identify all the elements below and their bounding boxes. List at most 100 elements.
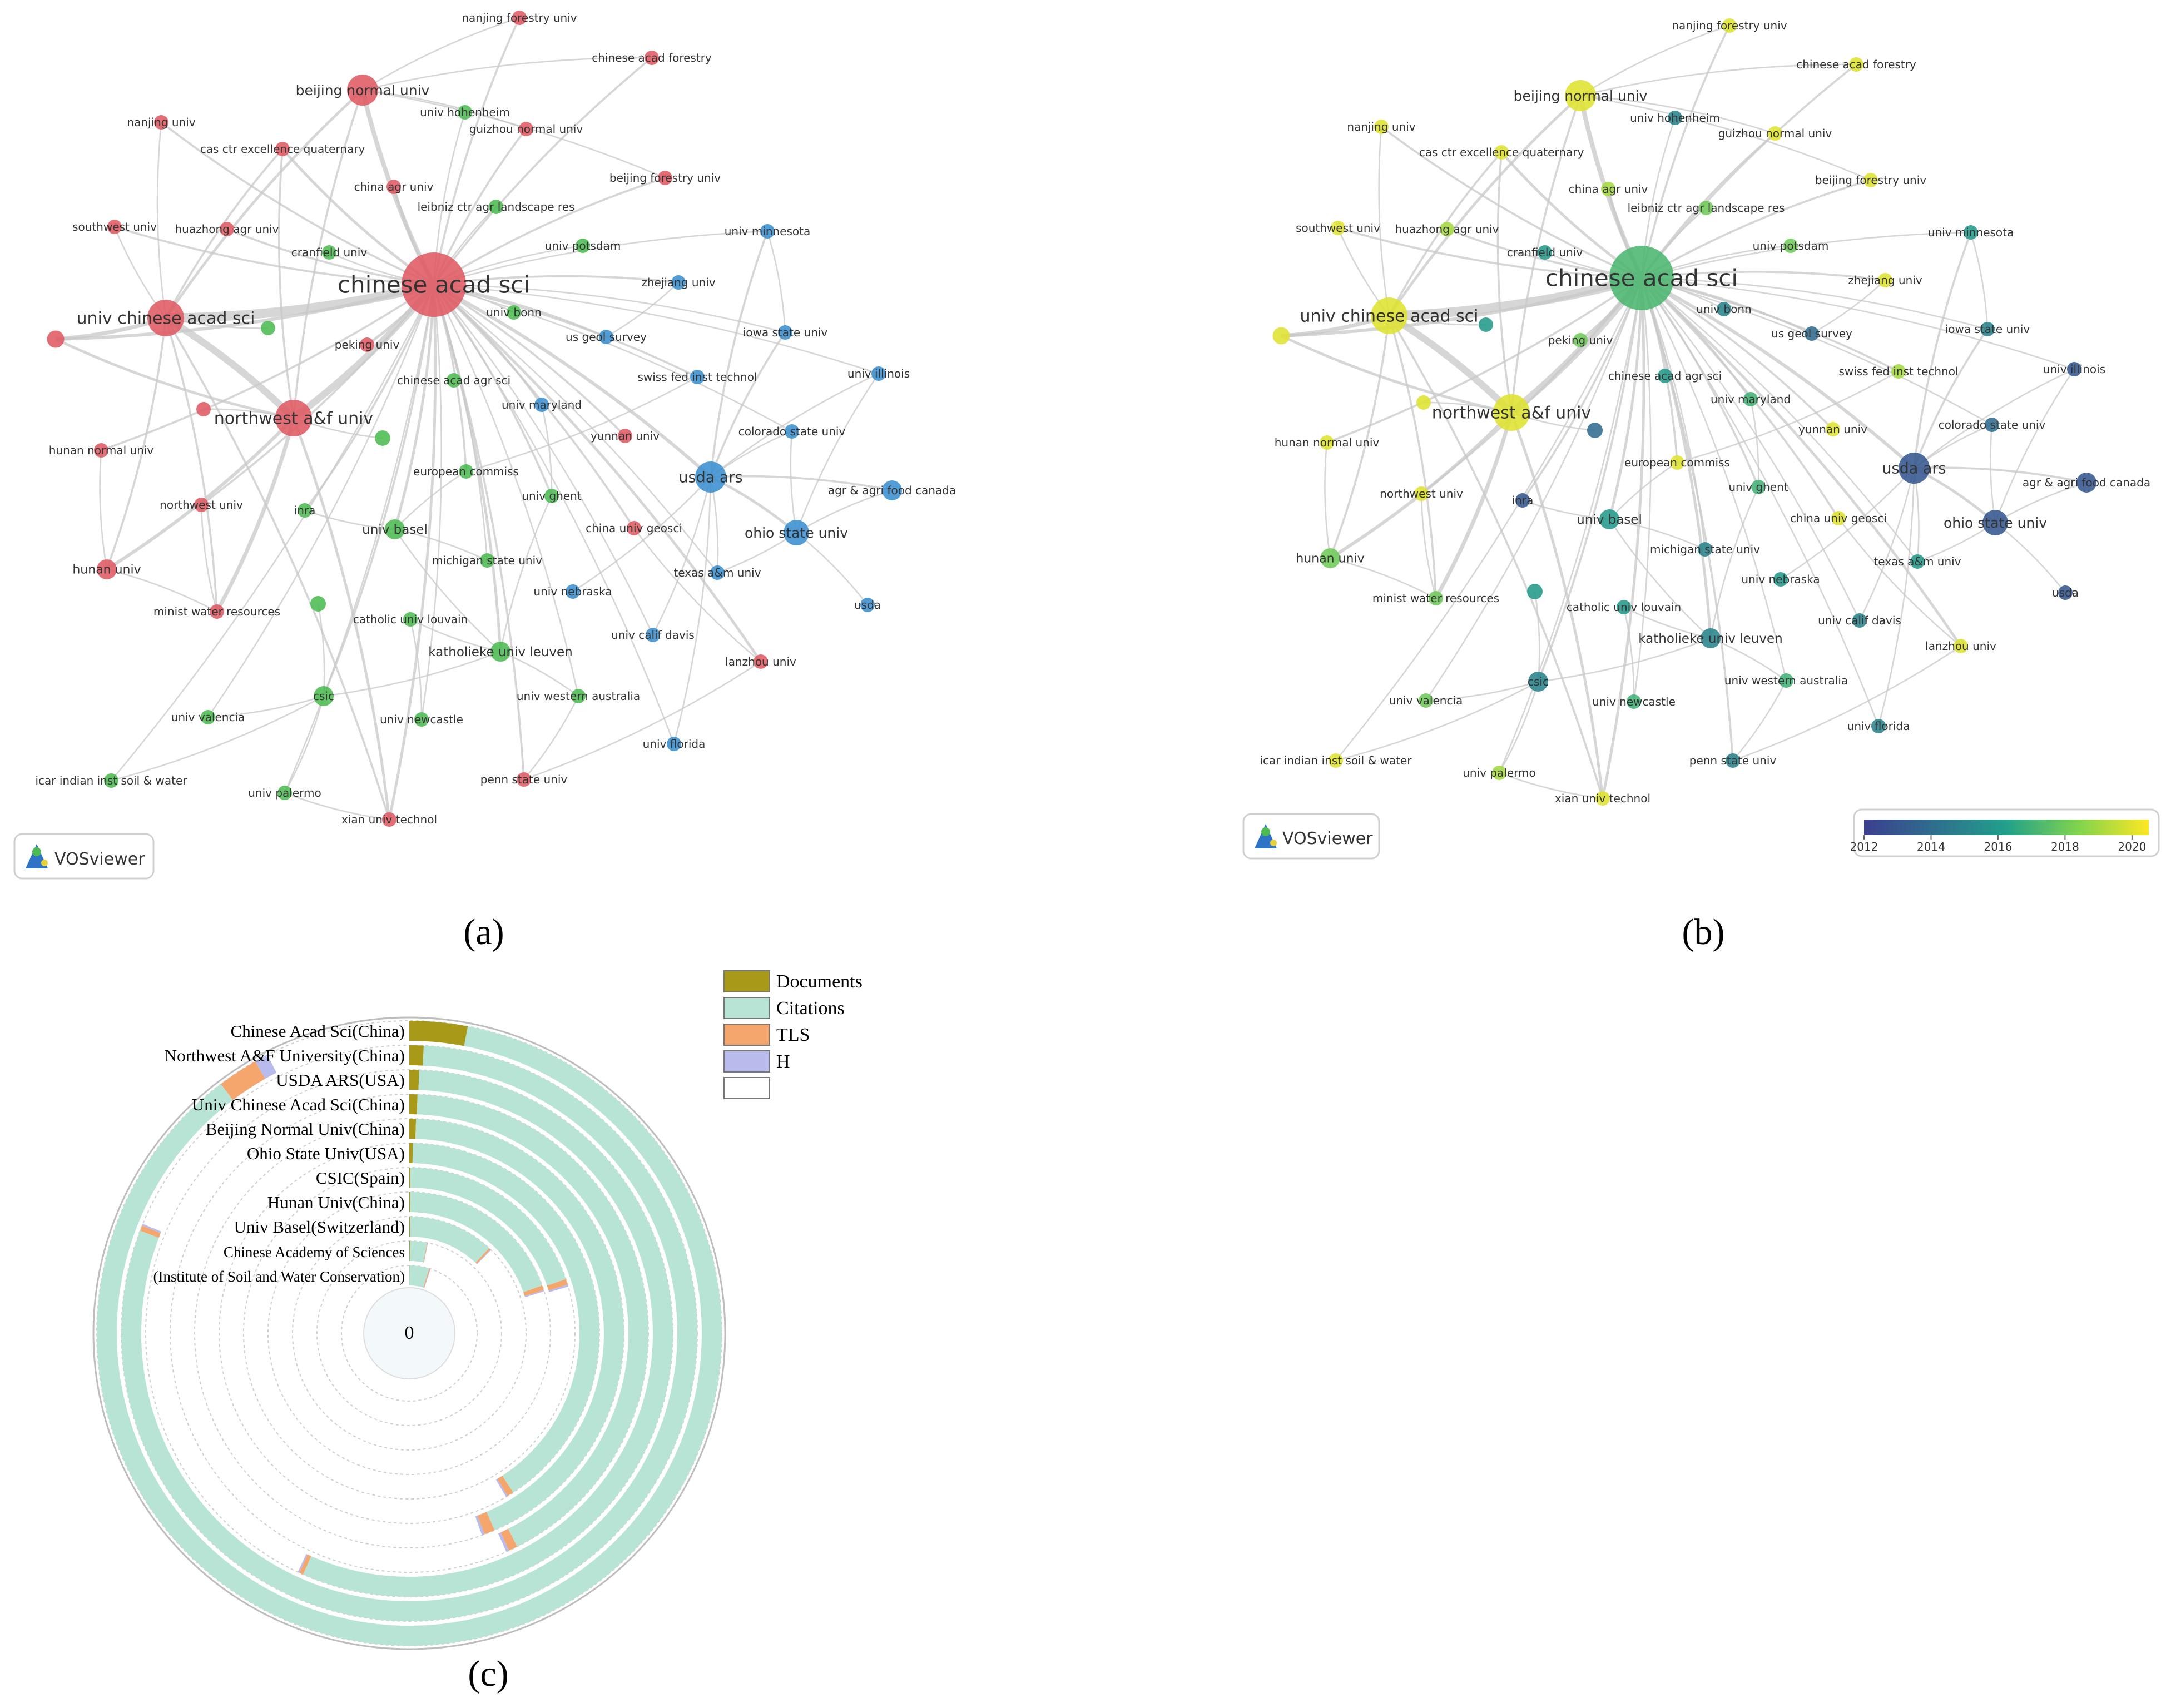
b-node-cafor[interactable] [1849, 57, 1863, 72]
polar-bar-tls-8[interactable] [475, 1248, 491, 1264]
polar-bar-h-4[interactable] [475, 1515, 485, 1536]
b-node-nwu[interactable] [1414, 486, 1429, 501]
polar-bar-citations-6[interactable] [410, 1168, 566, 1286]
vosviewer-badge-b[interactable]: VOSviewer [1242, 813, 1380, 860]
b-node-bonn[interactable] [1717, 302, 1731, 316]
b-node-nebraska[interactable] [1773, 572, 1788, 587]
b-node-u5[interactable] [1527, 584, 1543, 599]
a-node-nanjing_for[interactable] [512, 11, 527, 25]
b-node-u4[interactable] [1587, 423, 1603, 438]
polar-bar-documents-6[interactable] [409, 1168, 410, 1188]
b-node-valencia[interactable] [1419, 693, 1433, 708]
b-node-southwest[interactable] [1331, 221, 1345, 235]
a-node-u3[interactable] [196, 402, 211, 416]
polar-bar-h-3[interactable] [498, 1532, 509, 1552]
b-node-guizhou[interactable] [1768, 126, 1782, 141]
b-node-colorado[interactable] [1985, 418, 1999, 432]
b-node-bfu[interactable] [1863, 173, 1878, 187]
b-node-nanjing_for[interactable] [1722, 18, 1737, 33]
b-node-pennstate[interactable] [1726, 753, 1740, 768]
b-node-lanzhou[interactable] [1954, 639, 1968, 653]
a-node-basel[interactable] [385, 519, 405, 539]
b-node-newcastle[interactable] [1627, 694, 1641, 709]
polar-bar-tls-1[interactable] [140, 1225, 161, 1238]
polar-bar-tls-7[interactable] [523, 1285, 544, 1297]
b-node-usda_ars[interactable] [1899, 453, 1930, 484]
b-node-u3[interactable] [1416, 395, 1431, 410]
polar-bar-h-5[interactable] [495, 1478, 508, 1497]
b-node-cugeo[interactable] [1831, 511, 1846, 525]
a-node-ucdavis[interactable] [646, 628, 660, 642]
a-node-ucas[interactable] [147, 300, 184, 336]
a-node-huazhong[interactable] [220, 222, 234, 236]
a-node-u4[interactable] [375, 430, 390, 446]
a-node-peking[interactable] [360, 337, 374, 352]
b-node-ucdavis[interactable] [1852, 613, 1867, 628]
a-node-nwaf[interactable] [275, 400, 312, 436]
polar-bar-tls-10[interactable] [423, 1268, 430, 1288]
b-node-nwaf[interactable] [1493, 394, 1530, 431]
a-node-caas[interactable] [447, 373, 461, 388]
a-node-colorado[interactable] [785, 424, 799, 439]
b-node-cranfield[interactable] [1538, 245, 1552, 260]
a-node-u1[interactable] [47, 330, 65, 348]
a-node-icar[interactable] [104, 773, 118, 788]
polar-bar-tls-9[interactable] [423, 1243, 428, 1263]
a-node-yunnan[interactable] [618, 429, 632, 443]
a-node-ohio[interactable] [784, 520, 809, 545]
b-node-leuven[interactable] [1701, 628, 1721, 648]
polar-bar-documents-2[interactable] [409, 1070, 419, 1090]
b-node-hohenheim[interactable] [1668, 111, 1682, 125]
b-node-potsdam[interactable] [1783, 239, 1798, 253]
polar-bar-documents-5[interactable] [409, 1143, 413, 1164]
b-node-florida[interactable] [1871, 719, 1886, 733]
a-node-usda[interactable] [860, 598, 875, 612]
polar-bar-citations-10[interactable] [409, 1265, 429, 1288]
a-node-newcastle[interactable] [414, 712, 429, 727]
vosviewer-badge-a[interactable]: VOSviewer [13, 833, 155, 880]
b-node-eurocomm[interactable] [1670, 455, 1684, 470]
polar-bar-tls-2[interactable] [299, 1555, 311, 1575]
b-node-casquat[interactable] [1494, 145, 1509, 160]
polar-bar-h-7[interactable] [524, 1290, 544, 1298]
a-node-bfu[interactable] [658, 171, 672, 185]
polar-bar-h-8[interactable] [477, 1249, 492, 1264]
b-node-minnesota[interactable] [1964, 225, 1978, 240]
a-node-uwa[interactable] [571, 689, 586, 703]
polar-bar-h-0[interactable] [255, 1055, 277, 1079]
b-node-huazhong[interactable] [1440, 222, 1454, 236]
b-node-zhejiang[interactable] [1878, 273, 1892, 287]
a-node-leibniz[interactable] [489, 200, 503, 214]
b-node-yunnan[interactable] [1826, 422, 1840, 436]
polar-bar-documents-8[interactable] [409, 1217, 410, 1237]
polar-bar-documents-4[interactable] [409, 1119, 417, 1139]
b-node-csic[interactable] [1528, 672, 1548, 692]
b-node-caas[interactable] [1658, 369, 1672, 383]
b-node-illinois[interactable] [2067, 362, 2081, 376]
polar-bar-citations-5[interactable] [412, 1143, 600, 1493]
a-node-casquat[interactable] [275, 142, 290, 156]
a-node-pennstate[interactable] [517, 772, 531, 787]
a-node-louvain[interactable] [403, 612, 418, 627]
a-node-leuven[interactable] [490, 642, 510, 662]
polar-bar-h-2[interactable] [298, 1553, 308, 1573]
a-node-tamu[interactable] [710, 565, 725, 580]
b-node-michigan[interactable] [1698, 542, 1712, 557]
a-node-lanzhou[interactable] [754, 654, 768, 669]
b-node-u2[interactable] [1479, 317, 1493, 332]
polar-bar-citations-3[interactable] [417, 1094, 649, 1547]
a-node-inra[interactable] [298, 503, 312, 518]
polar-bar-tls-0[interactable] [221, 1061, 265, 1100]
b-node-leibniz[interactable] [1699, 201, 1713, 215]
a-node-southwest[interactable] [107, 220, 122, 234]
a-node-cranfield[interactable] [322, 245, 336, 260]
a-node-florida[interactable] [667, 737, 681, 751]
a-node-ghent[interactable] [544, 489, 559, 503]
polar-bar-citations-4[interactable] [415, 1119, 624, 1531]
a-node-nebraska[interactable] [566, 584, 580, 599]
b-node-basel[interactable] [1599, 509, 1619, 529]
a-node-illinois[interactable] [871, 366, 886, 381]
b-node-swiss[interactable] [1891, 364, 1906, 379]
polar-bar-documents-1[interactable] [409, 1045, 424, 1066]
a-node-u5[interactable] [310, 596, 326, 612]
